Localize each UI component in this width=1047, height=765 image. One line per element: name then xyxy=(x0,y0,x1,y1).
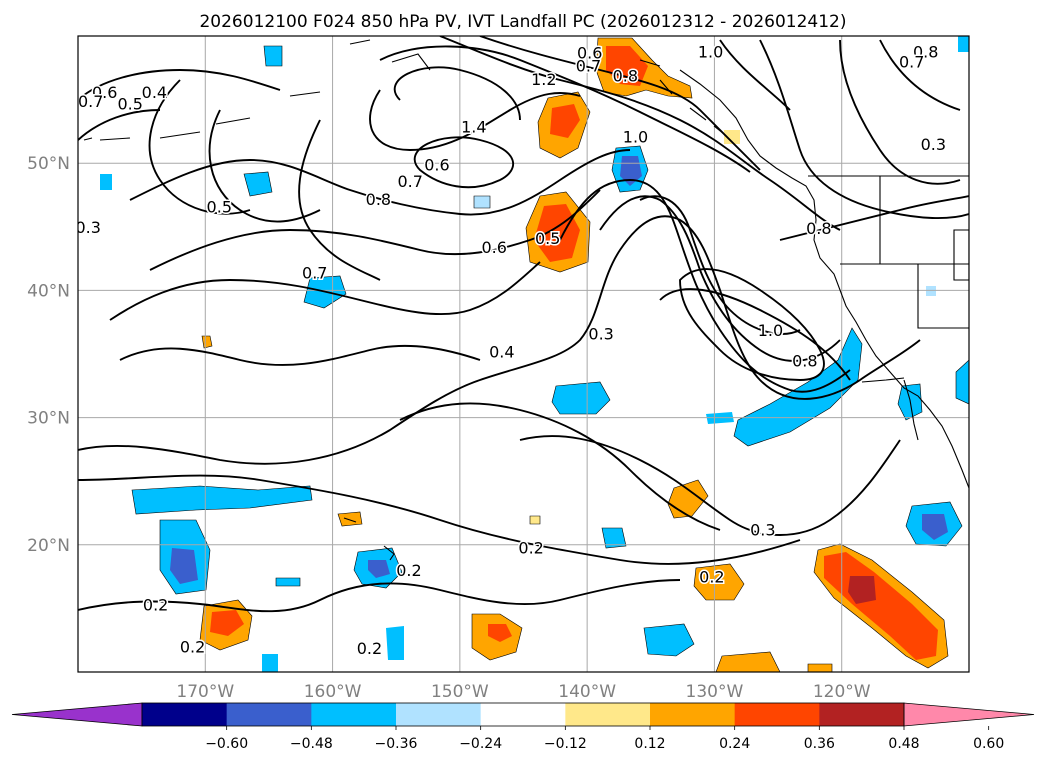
lon-tick-label: 140°W xyxy=(558,682,616,702)
contour-label: 0.7 xyxy=(576,56,601,75)
longitude-tick-labels: 170°W 160°W 150°W 140°W 130°W 120°W xyxy=(176,682,870,702)
contour-labels: 0.60.70.81.01.21.41.00.60.70.80.50.6 0.50… xyxy=(75,41,948,660)
lon-tick-label: 170°W xyxy=(176,682,234,702)
lat-tick-label: 50°N xyxy=(27,154,70,174)
map-frame xyxy=(77,35,970,673)
contour-label: 1.4 xyxy=(461,117,486,136)
contour-label: 1.2 xyxy=(531,70,556,89)
contour-label: 0.5 xyxy=(207,197,232,216)
lat-tick-label: 20°N xyxy=(27,536,70,556)
lon-tick-label: 130°W xyxy=(686,682,744,702)
colorbar-segment xyxy=(480,703,566,726)
contour-label: 0.5 xyxy=(535,229,560,248)
contour-label: 0.6 xyxy=(481,238,506,257)
contour-label: 0.3 xyxy=(588,325,613,344)
colorbar-segment xyxy=(226,703,312,726)
lat-tick-label: 30°N xyxy=(27,409,70,429)
colorbar-tick-label: 0.36 xyxy=(804,736,835,752)
map-area: 0.60.70.81.01.21.41.00.60.70.80.50.6 0.50… xyxy=(75,36,969,672)
contour-label: 0.6 xyxy=(92,83,117,102)
lat-tick-label: 40°N xyxy=(27,281,70,301)
colorbar-tick-label: 0.12 xyxy=(634,736,665,752)
contour-label: 1.0 xyxy=(758,321,783,340)
contour-label: 0.7 xyxy=(899,52,924,71)
contour-label: 0.2 xyxy=(357,639,382,658)
contour-label: 0.8 xyxy=(366,190,391,209)
lon-tick-label: 120°W xyxy=(813,682,871,702)
colorbar-segment xyxy=(819,703,905,726)
colorbar-tick-label: 0.48 xyxy=(888,736,919,752)
contour-label: 0.2 xyxy=(518,538,543,557)
colorbar: −0.60 −0.48 −0.36 −0.24 −0.12 0.12 0.24 0.36 0.4… xyxy=(11,702,1035,752)
contour-label: 0.7 xyxy=(78,92,103,111)
contour-label: 0.7 xyxy=(302,264,327,283)
contour-label: 0.8 xyxy=(806,219,831,238)
positive-anomaly-shading xyxy=(199,37,949,672)
contour-label: 0.6 xyxy=(577,44,602,63)
contour-label: 0.2 xyxy=(396,561,421,580)
contour-label: 0.2 xyxy=(143,596,168,615)
figure-title: 2026012100 F024 850 hPa PV, IVT Landfall… xyxy=(199,12,846,32)
contour-label: 1.0 xyxy=(623,127,648,146)
contour-label: 0.8 xyxy=(792,351,817,370)
colorbar-tick-label: −0.60 xyxy=(205,736,248,752)
colorbar-tick-label: 0.24 xyxy=(719,736,750,752)
contour-lines xyxy=(78,36,969,613)
contour-label: 0.3 xyxy=(921,135,946,154)
colorbar-tick-label: −0.48 xyxy=(290,736,333,752)
colorbar-tick-label: −0.36 xyxy=(375,736,418,752)
colorbar-segment xyxy=(142,703,228,726)
negative-anomaly-shading xyxy=(100,36,969,672)
contour-label: 0.3 xyxy=(75,218,100,237)
contour-label: 0.3 xyxy=(750,521,775,540)
colorbar-extend-high xyxy=(903,702,1035,727)
colorbar-tick-label: 0.60 xyxy=(973,736,1004,752)
colorbar-segment xyxy=(565,703,651,726)
colorbar-tick-label: −0.12 xyxy=(544,736,587,752)
contour-label: 0.6 xyxy=(424,155,449,174)
contour-label: 0.2 xyxy=(180,638,205,657)
contour-label: 0.5 xyxy=(117,94,142,113)
contour-label: 0.8 xyxy=(613,66,638,85)
contour-label: 0.4 xyxy=(489,342,514,361)
coastlines xyxy=(83,39,969,561)
lon-tick-label: 160°W xyxy=(304,682,362,702)
colorbar-outline xyxy=(141,702,905,727)
colorbar-segment xyxy=(311,703,397,726)
contour-label: 0.2 xyxy=(699,568,724,587)
contour-label: 0.7 xyxy=(397,172,422,191)
colorbar-segment xyxy=(396,703,482,726)
colorbar-extend-low xyxy=(11,702,143,727)
lon-tick-label: 150°W xyxy=(431,682,489,702)
contour-label: 0.4 xyxy=(142,83,167,102)
contour-label: 1.0 xyxy=(698,42,723,61)
latitude-tick-labels: 20°N 30°N 40°N 50°N xyxy=(27,154,70,556)
colorbar-tick-label: −0.24 xyxy=(459,736,502,752)
colorbar-segment xyxy=(734,703,820,726)
colorbar-segment xyxy=(650,703,736,726)
contour-label: 0.8 xyxy=(913,42,938,61)
